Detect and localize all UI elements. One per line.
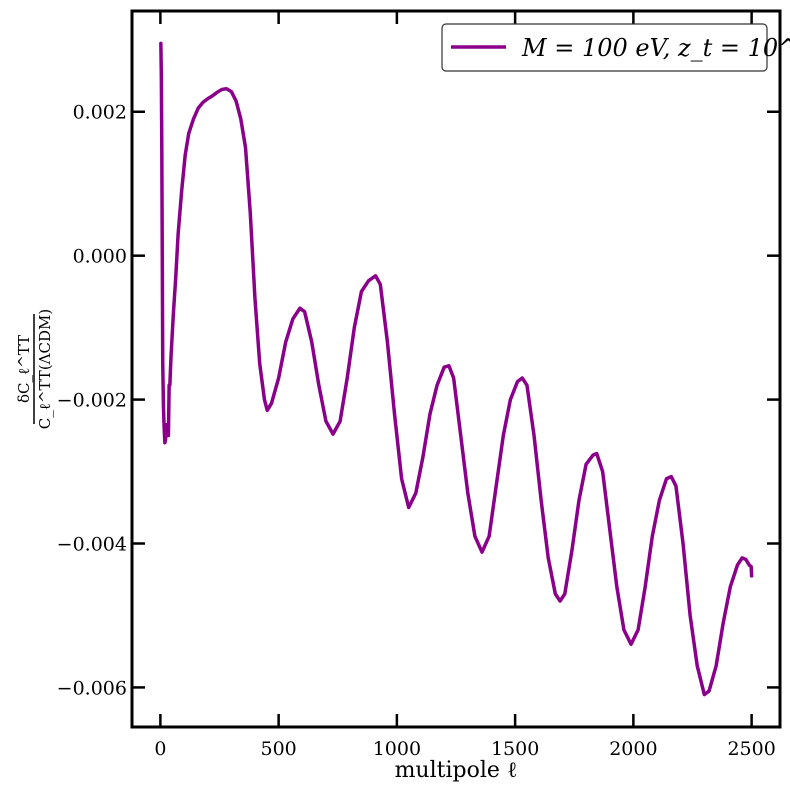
y-tick-label: −0.002: [57, 390, 127, 412]
x-tick-label: 2500: [727, 738, 775, 760]
y-axis-label-numerator: δC_ℓ^TT: [15, 335, 33, 403]
y-axis-label-denominator: C_ℓ^TT(ΛCDM): [36, 309, 54, 429]
legend-box: [441, 23, 768, 72]
plot-area: [132, 11, 780, 727]
plot-frame: [130, 9, 782, 729]
x-tick-label: 2000: [609, 738, 657, 760]
x-tick-label: 1000: [373, 738, 421, 760]
x-tick-label: 500: [260, 738, 296, 760]
x-axis-label: multipole ℓ: [395, 758, 518, 783]
legend: M = 100 eV, z_t = 10^5: [441, 23, 790, 72]
curve-layer: [159, 41, 754, 697]
y-axis-label: δC_ℓ^TT C_ℓ^TT(ΛCDM): [15, 309, 54, 429]
y-ticks: 0.002 0.000 −0.002 −0.004 −0.006: [57, 102, 780, 699]
y-tick-label: 0.000: [73, 246, 127, 268]
y-tick-label: −0.006: [57, 677, 127, 699]
legend-label: M = 100 eV, z_t = 10^5: [521, 34, 790, 62]
series-line: [159, 41, 754, 697]
y-tick-label: 0.002: [73, 102, 127, 124]
y-tick-label: −0.004: [57, 534, 127, 556]
x-tick-label: 1500: [491, 738, 539, 760]
x-tick-label: 0: [154, 738, 166, 760]
x-ticks: 0 500 1000 1500 2000 2500: [154, 11, 776, 760]
